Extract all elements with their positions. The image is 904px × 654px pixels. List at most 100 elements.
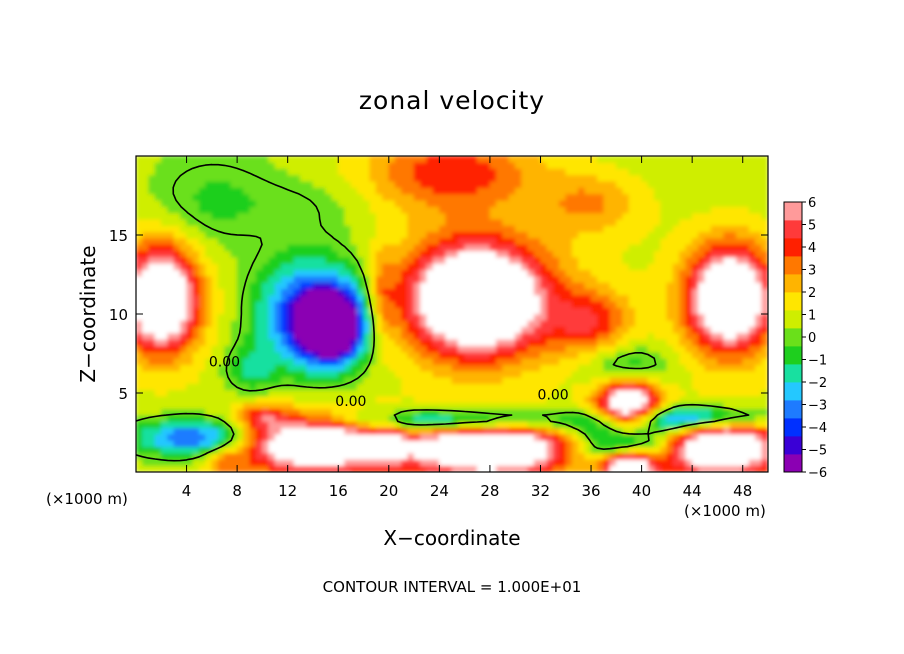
field-cell: [672, 433, 680, 441]
field-cell: [761, 440, 768, 448]
field-cell: [514, 459, 522, 466]
field-cell: [666, 421, 674, 429]
field-cell: [495, 275, 503, 283]
field-cell: [698, 168, 706, 176]
field-cell: [552, 225, 560, 233]
field-cell: [742, 364, 750, 372]
field-cell: [451, 402, 459, 410]
field-cell: [736, 307, 744, 315]
field-cell: [198, 414, 206, 422]
field-cell: [148, 414, 156, 422]
field-cell: [653, 156, 661, 163]
field-cell: [249, 421, 257, 429]
field-cell: [325, 370, 333, 378]
field-cell: [160, 162, 168, 169]
field-cell: [710, 345, 718, 353]
field-cell: [458, 313, 465, 321]
field-cell: [540, 307, 548, 315]
field-cell: [660, 275, 668, 283]
field-cell: [521, 187, 529, 195]
field-cell: [401, 282, 409, 290]
field-cell: [590, 288, 598, 296]
field-cell: [344, 263, 352, 271]
field-cell: [287, 301, 295, 308]
field-cell: [470, 244, 478, 252]
field-cell: [312, 225, 320, 233]
field-cell: [685, 174, 693, 182]
field-cell: [198, 206, 206, 214]
field-cell: [249, 225, 257, 233]
field-cell: [533, 218, 541, 226]
field-cell: [312, 338, 320, 346]
field-cell: [597, 389, 604, 397]
field-cell: [609, 225, 617, 233]
field-cell: [616, 383, 623, 391]
field-cell: [616, 465, 623, 472]
field-cell: [243, 421, 251, 429]
field-cell: [230, 351, 238, 359]
field-cell: [363, 180, 371, 188]
field-cell: [755, 168, 762, 176]
field-cell: [748, 414, 756, 422]
field-cell: [634, 244, 642, 252]
field-cell: [458, 237, 465, 245]
field-cell: [300, 395, 307, 403]
field-cell: [451, 288, 459, 296]
field-cell: [458, 282, 465, 290]
field-cell: [255, 452, 263, 460]
field-cell: [401, 313, 409, 321]
field-cell: [337, 408, 345, 416]
field-cell: [331, 156, 339, 163]
field-cell: [179, 320, 187, 327]
field-cell: [514, 440, 522, 448]
field-cell: [426, 218, 434, 226]
field-cell: [173, 244, 181, 252]
field-cell: [660, 174, 668, 182]
field-cell: [717, 301, 725, 308]
field-cell: [230, 421, 238, 429]
field-cell: [167, 288, 175, 296]
field-cell: [584, 244, 592, 252]
field-cell: [312, 294, 320, 302]
field-cell: [136, 307, 143, 315]
field-cell: [483, 301, 491, 308]
field-cell: [527, 364, 535, 372]
field-cell: [205, 212, 213, 220]
field-cell: [691, 389, 699, 397]
field-cell: [584, 465, 592, 472]
field-cell: [217, 212, 225, 220]
field-cell: [432, 307, 440, 315]
field-cell: [205, 326, 213, 334]
field-cell: [653, 168, 661, 176]
field-cell: [439, 357, 446, 365]
field-cell: [337, 345, 345, 353]
field-cell: [584, 402, 592, 410]
field-cell: [217, 174, 225, 182]
field-cell: [262, 357, 270, 365]
field-cell: [679, 326, 687, 334]
field-cell: [363, 199, 371, 207]
field-cell: [698, 351, 706, 359]
field-cell: [451, 180, 459, 188]
field-cell: [685, 389, 693, 397]
field-cell: [729, 345, 737, 353]
field-cell: [205, 408, 213, 416]
field-cell: [192, 402, 200, 410]
field-cell: [318, 275, 326, 283]
field-cell: [167, 187, 175, 195]
field-cell: [401, 338, 409, 346]
field-cell: [230, 307, 238, 315]
field-cell: [634, 332, 642, 340]
field-cell: [217, 244, 225, 252]
field-cell: [502, 332, 510, 340]
field-cell: [476, 269, 484, 277]
field-cell: [211, 288, 219, 296]
field-cell: [243, 288, 251, 296]
field-cell: [192, 320, 200, 327]
field-cell: [521, 370, 529, 378]
field-cell: [432, 433, 440, 441]
field-cell: [154, 231, 162, 239]
field-cell: [521, 332, 529, 340]
field-cell: [192, 187, 200, 195]
